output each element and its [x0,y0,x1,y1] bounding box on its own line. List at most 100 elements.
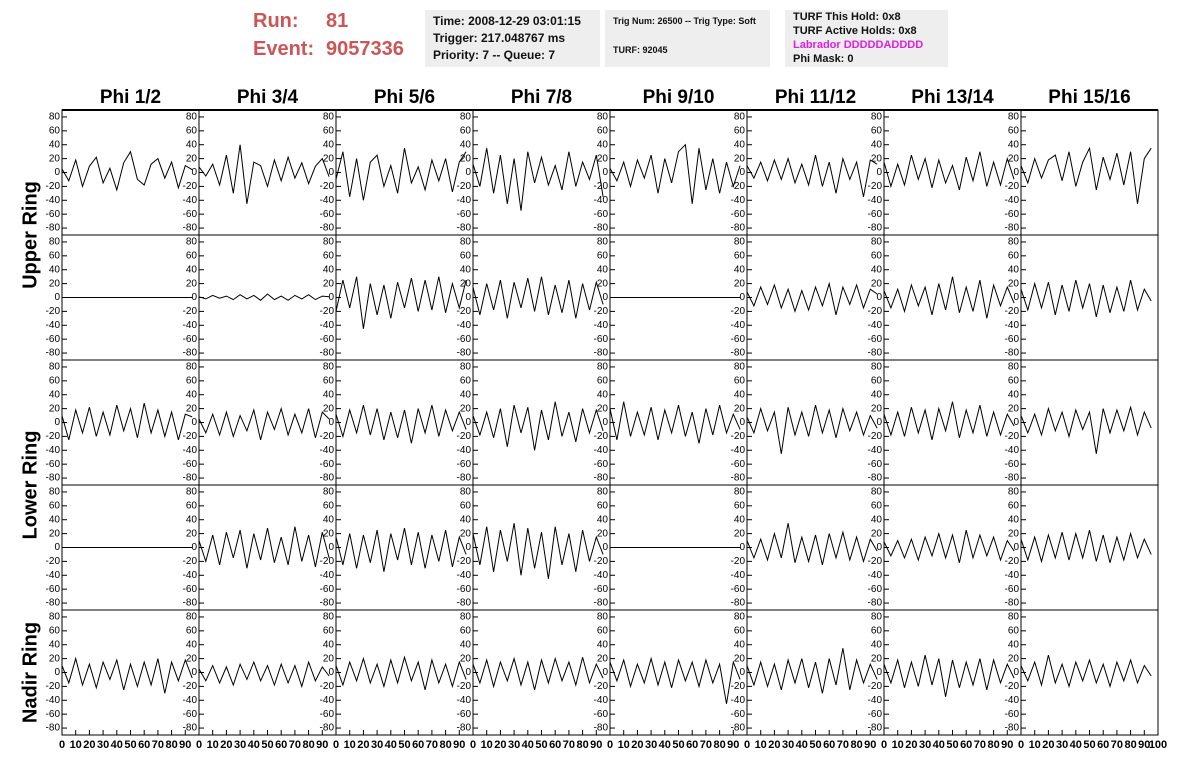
y-tick-label: -60 [320,334,335,345]
y-tick-label: 60 [49,250,61,261]
y-tick-label: -40 [1005,320,1020,331]
x-tick-label: 40 [111,739,123,751]
y-tick-label: -40 [1005,695,1020,706]
x-tick-label: 60 [138,739,150,751]
x-tick-label: 10 [755,739,767,751]
x-tick-label: 80 [1124,739,1136,751]
y-tick-label: 60 [597,500,609,511]
y-tick-label: -60 [731,334,746,345]
panel-frame [746,109,885,236]
x-tick-label: 10 [1029,739,1041,751]
panel-frame [1020,234,1159,361]
y-tick-label: 20 [186,653,198,664]
y-tick-label: -40 [46,695,61,706]
y-tick-label: -40 [594,570,609,581]
y-tick-label: 20 [323,403,335,414]
panel-frame [61,359,200,486]
x-tick-label: 70 [563,739,575,751]
y-tick-label: -20 [594,431,609,442]
turf-hold: TURF This Hold: 0x8 [793,11,901,23]
y-tick-label: 60 [734,125,746,136]
run-label: Run: [253,10,299,32]
x-tick-label: 0 [607,739,613,751]
waveform [61,402,193,441]
y-tick-label: 0 [1013,292,1019,303]
y-tick-label: -20 [46,556,61,567]
y-tick-label: -60 [320,709,335,720]
y-tick-label: -40 [46,320,61,331]
y-tick-label: -20 [183,681,198,692]
y-tick-label: 40 [597,389,609,400]
x-tick-label: 90 [179,739,191,751]
y-tick-label: 40 [323,264,335,275]
trigger: Trigger: 217.048767 ms [433,31,566,45]
x-tick-label: 20 [494,739,506,751]
y-tick-label: -40 [320,445,335,456]
y-tick-label: 40 [49,639,61,650]
y-tick-label: -80 [457,473,472,484]
x-tick-label: 70 [700,739,712,751]
panel-frame [198,484,337,611]
x-tick-label: 60 [549,739,561,751]
y-tick-label: 0 [465,417,471,428]
y-tick-label: 40 [323,514,335,525]
y-tick-label: -80 [320,348,335,359]
y-tick-label: -20 [868,681,883,692]
x-tick-label: 30 [1056,739,1068,751]
y-tick-label: 60 [1008,250,1020,261]
y-tick-label: -80 [594,223,609,234]
y-tick-label: 40 [1008,264,1020,275]
x-tick-label: 20 [905,739,917,751]
y-tick-label: -60 [46,334,61,345]
waveform [472,523,604,579]
x-tick-label: 50 [398,739,410,751]
y-tick-label: 20 [734,528,746,539]
y-tick-label: 0 [739,667,745,678]
y-tick-label: 20 [1008,278,1020,289]
y-tick-label: -60 [457,334,472,345]
y-tick-label: 60 [49,125,61,136]
panel-frame [472,234,611,361]
column-header: Phi 3/4 [237,87,299,108]
y-tick-label: 0 [602,417,608,428]
y-tick-label: 80 [323,237,335,248]
y-tick-label: 40 [49,139,61,150]
y-tick-label: -60 [731,459,746,470]
y-tick-label: -80 [594,348,609,359]
waveform [335,655,467,691]
y-tick-label: 20 [871,153,883,164]
x-tick-label: 20 [220,739,232,751]
y-tick-label: 60 [734,250,746,261]
y-tick-label: -40 [731,445,746,456]
y-tick-label: -40 [457,570,472,581]
labrador: Labrador DDDDDADDDD [793,39,924,51]
x-tick-label: 90 [316,739,328,751]
y-tick-label: 80 [186,112,198,123]
panel-frame [883,484,1022,611]
y-tick-label: -40 [594,695,609,706]
waveform [198,660,330,689]
y-tick-label: -40 [868,195,883,206]
y-tick-label: 40 [49,264,61,275]
y-tick-label: -60 [320,459,335,470]
y-tick-label: 40 [186,389,198,400]
y-tick-label: -40 [46,570,61,581]
y-tick-label: 80 [734,112,746,123]
panel-frame [883,359,1022,486]
panel-frame [609,359,748,486]
time-box: Time: 2008-12-29 03:01:15 Trigger: 217.0… [425,10,600,67]
y-tick-label: -80 [731,223,746,234]
x-tick-label: 20 [357,739,369,751]
y-tick-label: 0 [328,292,334,303]
y-tick-label: -80 [46,723,61,734]
x-tick-label: 80 [987,739,999,751]
y-tick-label: -40 [1005,445,1020,456]
y-tick-label: -40 [731,570,746,581]
waveform [883,151,1015,191]
x-tick-label: 40 [248,739,260,751]
y-tick-label: 60 [1008,625,1020,636]
y-tick-label: 80 [1008,112,1020,123]
x-tick-label: 70 [974,739,986,751]
x-tick-label: 10 [618,739,630,751]
x-tick-label: 80 [302,739,314,751]
